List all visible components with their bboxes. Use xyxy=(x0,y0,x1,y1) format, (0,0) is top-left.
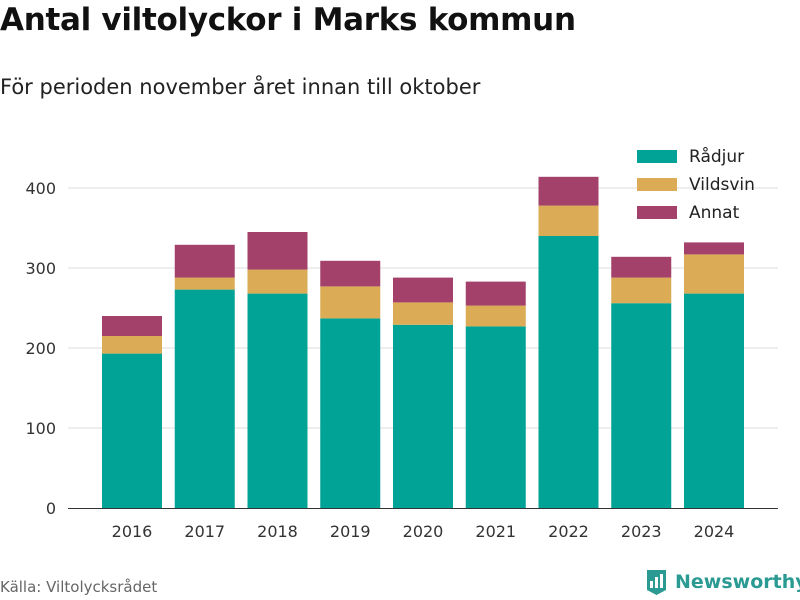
brand-name: Newsworthy xyxy=(675,571,800,593)
x-tick-label: 2022 xyxy=(548,522,589,541)
bar-segment-annat xyxy=(611,256,672,278)
legend: Rådjur Vildsvin Annat xyxy=(637,146,755,223)
bar-segment-vildsvin xyxy=(611,277,672,304)
bar-series xyxy=(102,176,744,508)
y-tick-label: 400 xyxy=(25,179,56,198)
x-tick-label: 2019 xyxy=(330,522,371,541)
y-tick-label: 300 xyxy=(25,259,56,278)
bar-segment-annat xyxy=(102,316,162,336)
bar-segment-rådjur xyxy=(174,289,235,508)
y-tick-label: 0 xyxy=(46,499,56,518)
bar-segment-vildsvin xyxy=(320,286,381,319)
bar-segment-rådjur xyxy=(465,326,526,508)
x-axis-ticks: 2016 2017 2018 2019 2020 2021 2022 2023 2024 xyxy=(112,522,735,541)
x-tick-label: 2018 xyxy=(257,522,298,541)
y-axis-ticks: 0 100 200 300 400 xyxy=(25,179,56,518)
bar-segment-rådjur xyxy=(611,303,672,508)
bar-segment-annat xyxy=(684,242,744,255)
chart-title: Antal viltolyckor i Marks kommun xyxy=(0,2,576,38)
bar-segment-rådjur xyxy=(320,318,381,508)
bar-segment-vildsvin xyxy=(102,336,162,354)
bar-segment-annat xyxy=(320,260,381,287)
legend-label: Vildsvin xyxy=(689,175,755,195)
legend-label: Rådjur xyxy=(689,146,744,167)
bar-segment-rådjur xyxy=(684,293,744,508)
bar-segment-rådjur xyxy=(247,293,308,508)
bar-segment-annat xyxy=(538,176,599,206)
bar-segment-vildsvin xyxy=(393,302,453,325)
bar-segment-rådjur xyxy=(393,324,453,508)
x-tick-label: 2023 xyxy=(621,522,662,541)
legend-swatch xyxy=(637,206,677,219)
y-tick-label: 200 xyxy=(25,339,56,358)
bar-segment-annat xyxy=(247,232,308,270)
bar-segment-vildsvin xyxy=(247,269,308,294)
source-note: Källa: Viltolycksrådet xyxy=(0,578,158,596)
x-tick-label: 2016 xyxy=(112,522,153,541)
bar-segment-vildsvin xyxy=(174,277,235,290)
x-tick-label: 2021 xyxy=(475,522,516,541)
bar-segment-vildsvin xyxy=(684,254,744,294)
legend-swatch xyxy=(637,178,677,191)
bar-segment-rådjur xyxy=(538,236,599,508)
bar-segment-vildsvin xyxy=(538,205,599,236)
brand-logo: Newsworthy xyxy=(645,568,800,596)
x-tick-label: 2024 xyxy=(694,522,735,541)
bar-chart-logo-icon xyxy=(647,570,666,595)
x-tick-label: 2020 xyxy=(403,522,444,541)
x-tick-label: 2017 xyxy=(184,522,225,541)
y-tick-label: 100 xyxy=(25,419,56,438)
bar-segment-annat xyxy=(174,244,235,278)
bar-segment-annat xyxy=(465,281,526,306)
legend-swatch xyxy=(637,150,677,163)
bar-segment-rådjur xyxy=(102,353,162,508)
chart-subtitle: För perioden november året innan till ok… xyxy=(0,75,481,99)
bar-segment-annat xyxy=(393,277,453,303)
legend-label: Annat xyxy=(689,203,740,223)
bar-segment-vildsvin xyxy=(465,305,526,327)
